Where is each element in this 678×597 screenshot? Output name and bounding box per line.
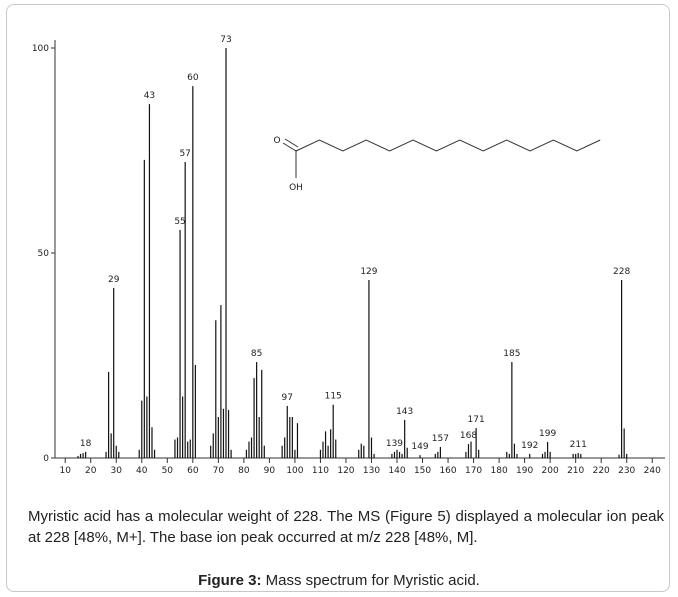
x-tick-label: 140	[388, 466, 405, 476]
x-tick-label: 90	[264, 466, 276, 476]
peak-label: 199	[539, 429, 556, 439]
x-tick-label: 120	[337, 466, 354, 476]
peak-label: 171	[468, 415, 485, 425]
peak-label: 139	[386, 439, 403, 449]
peak-label: 57	[179, 149, 190, 159]
x-tick-label: 60	[187, 466, 199, 476]
peak-label: 211	[570, 440, 587, 450]
peak-label: 60	[187, 73, 199, 83]
x-tick-label: 220	[593, 466, 610, 476]
x-tick-label: 200	[542, 466, 559, 476]
peak-label: 73	[220, 35, 231, 45]
chart: O OH 0 50 100 10 20 30 40 50 60 70 80 90 100 110 120 13…	[32, 35, 665, 476]
peak-label: 129	[360, 267, 377, 277]
x-tick-label: 70	[213, 466, 225, 476]
x-tick-label: 100	[286, 466, 303, 476]
figure-label: Figure 3:	[198, 572, 262, 589]
figure-frame	[6, 4, 670, 592]
peak-label: 55	[174, 217, 185, 227]
double-bond	[282, 142, 297, 152]
x-tick-label: 190	[516, 466, 533, 476]
x-tick-label: 180	[491, 466, 508, 476]
y-tick-label: 100	[32, 44, 49, 54]
figure-title: Mass spectrum for Myristic acid.	[265, 572, 480, 589]
x-tick-label: 40	[136, 466, 148, 476]
peak-label: 43	[144, 91, 155, 101]
x-tick-label: 30	[111, 466, 123, 476]
x-tick-label: 210	[567, 466, 584, 476]
x-tick-label: 80	[238, 466, 250, 476]
peak-label: 185	[503, 349, 520, 359]
x-tick-label: 230	[618, 466, 635, 476]
peak-label: 157	[432, 434, 449, 444]
peak-label: 149	[411, 442, 428, 452]
peak-label: 18	[80, 439, 92, 449]
x-tick-label: 110	[312, 466, 329, 476]
y-tick-label: 0	[43, 454, 49, 464]
double-bond	[284, 138, 299, 148]
x-tick-label: 170	[465, 466, 482, 476]
atom-label: OH	[289, 183, 303, 193]
peak-label: 168	[460, 431, 477, 441]
peak-label: 29	[108, 275, 120, 285]
peak-label: 97	[282, 393, 293, 403]
x-tick-label: 240	[644, 466, 661, 476]
x-tick-label: 150	[414, 466, 431, 476]
y-tick-label: 50	[38, 249, 50, 259]
peak-label: 85	[251, 349, 262, 359]
x-tick-label: 20	[85, 466, 97, 476]
peak-label: 192	[521, 441, 538, 451]
x-tick-label: 50	[162, 466, 174, 476]
x-tick-label: 10	[59, 466, 71, 476]
peak-label: 115	[325, 392, 342, 402]
caption: Myristic acid has a molecular weight of …	[28, 508, 664, 546]
peak-label: 228	[613, 267, 630, 277]
peak-label: 143	[396, 407, 413, 417]
figure-caption: Figure 3: Mass spectrum for Myristic aci…	[0, 572, 678, 589]
x-tick-label: 160	[439, 466, 456, 476]
structure-bonds	[295, 139, 601, 152]
atom-label: O	[273, 136, 280, 146]
x-tick-label: 130	[363, 466, 380, 476]
